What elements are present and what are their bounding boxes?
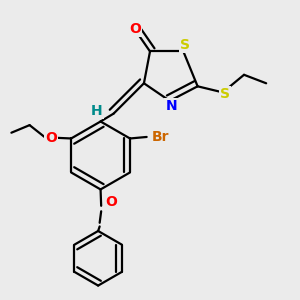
Text: H: H [91,104,103,118]
Text: O: O [129,22,141,36]
Text: Br: Br [152,130,169,144]
Text: N: N [165,99,177,113]
Text: S: S [180,38,190,52]
Text: O: O [105,195,117,208]
Text: S: S [220,87,230,101]
Text: O: O [45,131,57,145]
